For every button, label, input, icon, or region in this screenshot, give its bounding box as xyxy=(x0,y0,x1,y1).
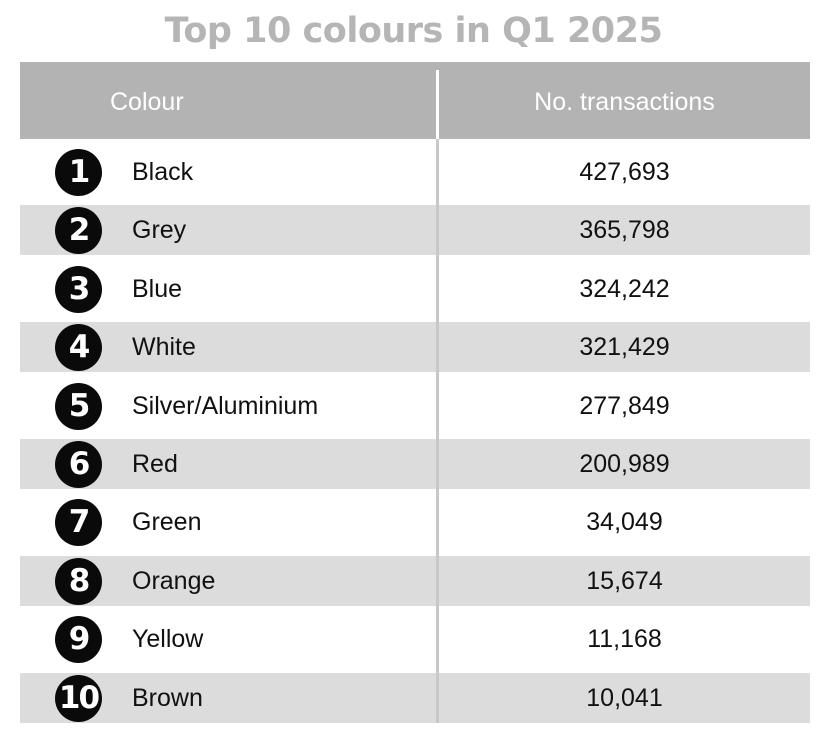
table-row: 4 White 321,429 xyxy=(20,314,810,373)
transactions-value: 11,168 xyxy=(587,625,662,654)
table-row: 3 Blue 324,242 xyxy=(20,255,810,315)
rank-badge: 4 xyxy=(55,324,102,372)
rank-badge: 1 xyxy=(55,149,102,196)
table-row: 10 Brown 10,041 xyxy=(20,664,810,723)
rank-badge: 9 xyxy=(55,616,102,664)
transactions-value: 15,674 xyxy=(586,566,663,595)
table-row: 5 Silver/Aluminium 277,849 xyxy=(20,372,810,431)
column-divider xyxy=(436,139,439,198)
table-row: 2 Grey 365,798 xyxy=(20,197,810,256)
table-row: 9 Yellow 11,168 xyxy=(20,606,810,665)
transactions-value: 321,429 xyxy=(579,333,670,362)
table-body: 1 Black 427,693 2 Grey 365,798 3 Blue 324,242 4 Wh… xyxy=(20,139,810,723)
row-shading xyxy=(20,555,810,606)
row-shading xyxy=(20,672,810,723)
table-row: 8 Orange 15,674 xyxy=(20,547,810,607)
column-divider xyxy=(436,489,439,548)
transactions-value: 277,849 xyxy=(579,391,670,420)
colour-name: Blue xyxy=(132,274,183,303)
transactions-value: 427,693 xyxy=(579,158,670,186)
header-divider xyxy=(436,70,439,139)
rank-badge: 2 xyxy=(55,207,102,255)
row-shading xyxy=(20,205,810,256)
transactions-value: 365,798 xyxy=(579,216,670,245)
column-divider xyxy=(436,606,439,665)
colour-name: Silver/Aluminium xyxy=(132,391,319,420)
transactions-value: 200,989 xyxy=(579,449,670,478)
colour-name: Brown xyxy=(132,683,203,712)
row-shading xyxy=(20,322,810,373)
column-divider xyxy=(436,430,439,490)
colour-name: Red xyxy=(132,449,178,478)
colour-name: Green xyxy=(132,508,202,537)
rank-badge: 6 xyxy=(55,440,102,488)
column-divider xyxy=(436,255,439,315)
transactions-value: 34,049 xyxy=(586,508,663,537)
table-row: 7 Green 34,049 xyxy=(20,489,810,548)
colour-table: Colour No. transactions 1 Black 427,693 2 Gr… xyxy=(20,62,810,723)
rank-badge: 10 xyxy=(55,674,102,722)
rank-badge: 8 xyxy=(55,557,102,605)
transactions-value: 10,041 xyxy=(586,683,663,712)
column-divider xyxy=(436,197,439,256)
colour-name: Grey xyxy=(132,216,187,245)
rank-badge: 5 xyxy=(55,382,102,430)
transactions-value: 324,242 xyxy=(579,274,670,303)
colour-name: Black xyxy=(132,158,194,186)
rank-badge: 3 xyxy=(55,265,102,313)
row-shading xyxy=(20,438,810,489)
column-divider xyxy=(436,664,439,723)
column-divider xyxy=(436,547,439,607)
colour-name: White xyxy=(132,333,196,362)
table-row: 6 Red 200,989 xyxy=(20,430,810,490)
rank-badge: 7 xyxy=(55,499,102,547)
colour-name: Orange xyxy=(132,566,216,595)
table-row: 1 Black 427,693 xyxy=(20,139,810,198)
colour-name: Yellow xyxy=(132,625,204,654)
column-divider xyxy=(436,314,439,373)
chart-title: Top 10 colours in Q1 2025 xyxy=(164,11,663,51)
column-header-colour: Colour xyxy=(110,88,184,116)
table-header: Colour No. transactions xyxy=(20,62,810,139)
column-divider xyxy=(436,372,439,431)
column-header-transactions: No. transactions xyxy=(534,88,715,116)
